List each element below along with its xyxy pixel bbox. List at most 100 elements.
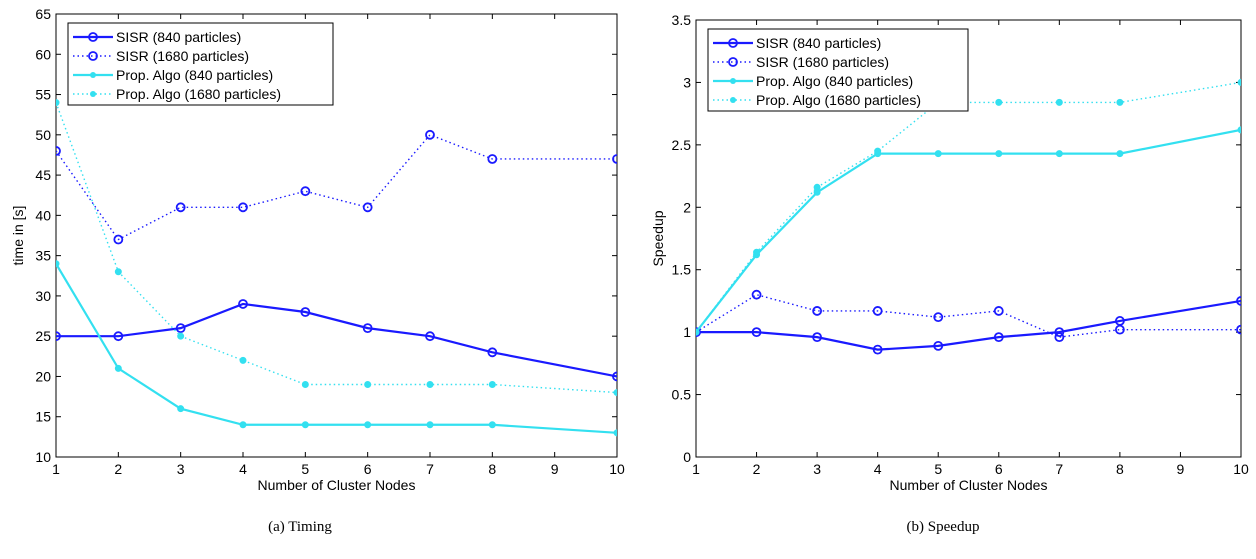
x-tick-label: 2 xyxy=(114,461,122,477)
y-tick-label: 2 xyxy=(683,199,691,215)
speedup-plot: 1 2 3 4 5 6 7 8 9 10 0 0.5 1 1.5 2 2.5 3 3.5 Number of Clu… xyxy=(650,12,1249,493)
data-point xyxy=(993,332,1004,343)
timing-plot: 1 2 3 4 5 6 7 8 9 10101520253035404550556065Numbe… xyxy=(10,6,625,493)
data-point xyxy=(751,327,762,338)
data-point xyxy=(933,312,944,323)
data-point xyxy=(812,306,823,316)
data-point xyxy=(933,340,944,351)
x-tick-label: 4 xyxy=(239,461,247,477)
data-point xyxy=(872,306,883,316)
legend-label: Prop. Algo (1680 particles) xyxy=(756,92,921,108)
data-point xyxy=(1114,324,1125,335)
data-point xyxy=(1237,78,1241,86)
data-point xyxy=(1055,98,1063,106)
x-tick-label: 9 xyxy=(1177,461,1185,477)
y-tick-label: 35 xyxy=(35,248,51,264)
y-tick-label: 40 xyxy=(35,207,51,223)
x-tick-label: 7 xyxy=(1055,461,1063,477)
x-tick-label: 8 xyxy=(1116,461,1124,477)
series-group xyxy=(56,99,617,437)
legend: SISR (840 particles) SISR (1680 particles… xyxy=(67,22,334,106)
data-point xyxy=(1236,296,1241,306)
data-point xyxy=(812,332,823,343)
y-tick-label: 55 xyxy=(35,87,51,103)
series-line-1 xyxy=(56,133,617,241)
x-tick-label: 4 xyxy=(874,461,882,477)
series-line-0 xyxy=(696,299,1241,351)
data-point xyxy=(874,147,882,155)
x-tick-label: 7 xyxy=(426,461,434,477)
legend-label: SISR (1680 particles) xyxy=(756,54,889,70)
data-point xyxy=(872,344,883,355)
y-tick-label: 2.5 xyxy=(672,137,692,153)
y-tick-label: 30 xyxy=(35,288,51,304)
data-point xyxy=(426,421,434,429)
data-point xyxy=(426,381,434,389)
data-point xyxy=(239,356,247,364)
data-point xyxy=(56,99,60,107)
data-point xyxy=(238,202,248,213)
legend-box xyxy=(707,28,969,112)
data-point xyxy=(696,328,700,336)
data-point xyxy=(301,421,309,429)
series-group xyxy=(696,78,1241,355)
data-point xyxy=(488,381,496,389)
legend-marker xyxy=(90,91,96,97)
data-point xyxy=(239,421,247,429)
data-point xyxy=(56,146,61,156)
data-point xyxy=(300,307,311,317)
data-point xyxy=(362,202,373,213)
data-point xyxy=(300,186,311,197)
data-point xyxy=(425,129,435,140)
x-tick-label: 9 xyxy=(551,461,559,477)
data-point xyxy=(175,323,186,334)
data-point xyxy=(364,421,372,429)
data-point xyxy=(56,331,61,342)
y-tick-label: 45 xyxy=(35,167,51,183)
y-tick-label: 1 xyxy=(683,324,691,340)
data-point xyxy=(301,381,309,389)
x-tick-label: 3 xyxy=(813,461,821,477)
data-point xyxy=(1116,150,1124,158)
legend-label: Prop. Algo (1680 particles) xyxy=(116,86,281,102)
data-point xyxy=(425,331,435,342)
data-point xyxy=(1236,324,1241,335)
data-point xyxy=(1054,327,1065,338)
legend-label: SISR (840 particles) xyxy=(756,35,881,51)
x-tick-label: 2 xyxy=(753,461,761,477)
legend-marker xyxy=(730,78,736,84)
data-point xyxy=(113,234,124,245)
caption-speedup: (b) Speedup xyxy=(906,519,980,535)
data-point xyxy=(753,248,761,256)
x-axis-label: Number of Cluster Nodes xyxy=(258,477,416,493)
y-tick-label: 10 xyxy=(35,449,51,465)
y-tick-label: 3 xyxy=(683,74,691,90)
x-tick-label: 5 xyxy=(301,461,309,477)
timing-chart: 1 2 3 4 5 6 7 8 9 10 10 15 20 25 30 35 40 45 50 55 60 65 Numbe… xyxy=(0,0,628,510)
legend-marker xyxy=(88,51,98,61)
data-point xyxy=(1116,98,1124,106)
data-point xyxy=(813,183,821,191)
data-point xyxy=(613,429,617,437)
data-point xyxy=(995,150,1003,158)
y-axis-label: time in [s] xyxy=(10,206,26,266)
data-point xyxy=(995,98,1003,106)
data-point xyxy=(487,154,498,164)
y-tick-label: 3.5 xyxy=(672,12,692,28)
data-point xyxy=(612,154,617,164)
data-point xyxy=(362,323,373,334)
y-axis-label: Speedup xyxy=(650,210,666,266)
speedup-chart: 1 2 3 4 5 6 7 8 9 10 0 0.5 1 1.5 2 2.5 3 3.5 Number of Clu… xyxy=(628,0,1256,510)
x-tick-label: 10 xyxy=(1233,461,1249,477)
data-point xyxy=(56,260,60,268)
data-point xyxy=(934,150,942,158)
data-point xyxy=(1237,126,1241,134)
series-line-0 xyxy=(56,302,617,378)
legend-marker xyxy=(728,57,738,67)
x-axis-label: Number of Cluster Nodes xyxy=(890,477,1048,493)
y-tick-label: 65 xyxy=(35,6,51,22)
x-tick-label: 5 xyxy=(934,461,942,477)
data-point xyxy=(993,306,1004,316)
legend-marker xyxy=(88,32,98,42)
data-point xyxy=(488,421,496,429)
